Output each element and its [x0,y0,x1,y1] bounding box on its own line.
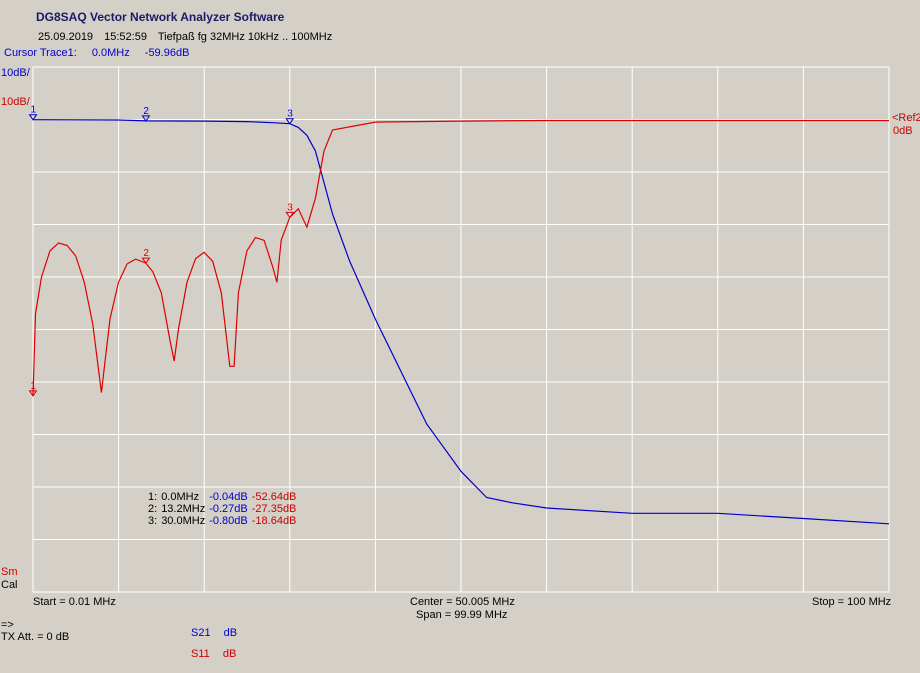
calibration-tag: Cal [1,579,18,591]
measurement-info: 25.09.2019 15:52:59 Tiefpaß fg 32MHz 10k… [38,31,340,43]
plot-grid [33,67,889,592]
measurement-description: Tiefpaß fg 32MHz 10kHz .. 100MHz [157,31,333,43]
trace-s11 [32,119,889,396]
marker-s21: -0.27dB [209,503,248,515]
cursor-label: Cursor Trace1: [4,47,77,59]
measurement-date: 25.09.2019 [38,31,94,43]
legend-s21[interactable]: S21 dB [191,627,237,639]
marker-s21-1 [28,114,38,121]
marker-freq: 13.2MHz [161,503,206,515]
ref-marker-label: <Ref2 [892,112,920,124]
marker-s21-2 [141,115,151,122]
marker-row: 3: 30.0MHz -0.80dB -18.64dB [148,515,300,527]
marker-label: 2 [143,248,149,259]
scale-s21-label: 10dB/ [1,67,30,79]
marker-s11: -18.64dB [251,515,297,527]
measurement-time: 15:52:59 [104,31,147,43]
app-title: DG8SAQ Vector Network Analyzer Software [36,10,285,24]
ref-level-label: 0dB [893,125,913,137]
marker-s11: -52.64dB [251,491,297,503]
tx-attenuation: TX Att. = 0 dB [1,631,70,643]
axis-start: Start = 0.01 MHz [33,596,116,608]
axis-center: Center = 50.005 MHz [410,596,515,608]
marker-s21-3 [285,118,295,125]
plot-markers: 1 2 3 1 2 3 [28,105,295,397]
marker-idx: 3: [148,515,158,527]
cursor-readout: Cursor Trace1: 0.0MHz -59.96dB [4,47,201,59]
marker-label: 3 [287,109,293,120]
plot-traces [32,119,890,525]
status-arrow: => [1,619,14,631]
legend-s11[interactable]: S11 dB [191,648,236,660]
scale-s11-label: 10dB/ [1,96,30,108]
marker-freq: 0.0MHz [161,491,200,503]
marker-s21: -0.80dB [209,515,248,527]
cursor-freq: 0.0MHz [91,47,130,59]
legend-s11-unit: dB [222,648,237,660]
marker-label: 3 [287,202,293,213]
axis-stop: Stop = 100 MHz [812,596,892,608]
legend-s21-unit: dB [223,627,238,639]
marker-s11-3 [285,211,295,219]
legend-s11-name: S11 [191,648,210,660]
axis-span: Span = 99.99 MHz [416,609,508,621]
smoothing-tag: Sm [1,566,18,578]
marker-row: 1: 0.0MHz -0.04dB -52.64dB [148,491,300,503]
marker-s21: -0.04dB [209,491,248,503]
marker-table: 1: 0.0MHz -0.04dB -52.64dB 2: 13.2MHz -0.27dB -… [148,491,300,527]
marker-s11-1 [28,390,38,397]
marker-s11-2 [141,257,151,264]
legend-s21-name: S21 [191,627,211,639]
marker-label: 1 [31,381,37,392]
marker-freq: 30.0MHz [161,515,206,527]
marker-label: 2 [143,106,149,117]
marker-s11: -27.35dB [251,503,297,515]
marker-idx: 1: [148,491,158,503]
marker-idx: 2: [148,503,158,515]
cursor-value: -59.96dB [144,47,190,59]
marker-label: 1 [31,105,37,116]
trace-s21 [32,119,890,525]
marker-row: 2: 13.2MHz -0.27dB -27.35dB [148,503,300,515]
